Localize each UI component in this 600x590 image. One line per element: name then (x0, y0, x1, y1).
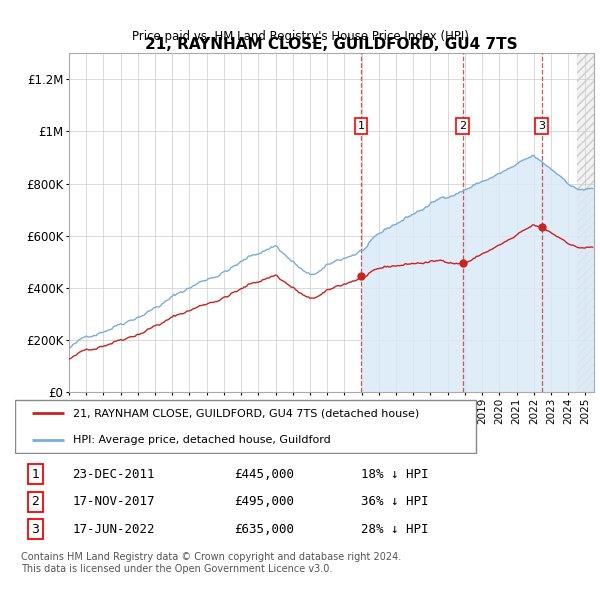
Text: 2: 2 (31, 495, 39, 508)
Text: 1: 1 (358, 121, 364, 131)
FancyBboxPatch shape (15, 400, 476, 453)
Text: 28% ↓ HPI: 28% ↓ HPI (361, 523, 428, 536)
Text: 17-JUN-2022: 17-JUN-2022 (73, 523, 155, 536)
Text: £445,000: £445,000 (234, 468, 294, 481)
Bar (577, 53, 594, 392)
Text: £495,000: £495,000 (234, 495, 294, 508)
Text: 36% ↓ HPI: 36% ↓ HPI (361, 495, 428, 508)
Text: 17-NOV-2017: 17-NOV-2017 (73, 495, 155, 508)
Text: HPI: Average price, detached house, Guildford: HPI: Average price, detached house, Guil… (73, 435, 331, 445)
Title: 21, RAYNHAM CLOSE, GUILDFORD, GU4 7TS: 21, RAYNHAM CLOSE, GUILDFORD, GU4 7TS (145, 37, 518, 52)
Text: £635,000: £635,000 (234, 523, 294, 536)
Text: 3: 3 (538, 121, 545, 131)
Text: 18% ↓ HPI: 18% ↓ HPI (361, 468, 428, 481)
Text: 2: 2 (459, 121, 466, 131)
Text: Price paid vs. HM Land Registry's House Price Index (HPI): Price paid vs. HM Land Registry's House … (131, 30, 469, 42)
Bar (577, 53, 594, 392)
Text: Contains HM Land Registry data © Crown copyright and database right 2024.
This d: Contains HM Land Registry data © Crown c… (21, 552, 401, 573)
Text: 23-DEC-2011: 23-DEC-2011 (73, 468, 155, 481)
Text: 1: 1 (31, 468, 39, 481)
Text: 21, RAYNHAM CLOSE, GUILDFORD, GU4 7TS (detached house): 21, RAYNHAM CLOSE, GUILDFORD, GU4 7TS (d… (73, 408, 419, 418)
Text: 3: 3 (31, 523, 39, 536)
